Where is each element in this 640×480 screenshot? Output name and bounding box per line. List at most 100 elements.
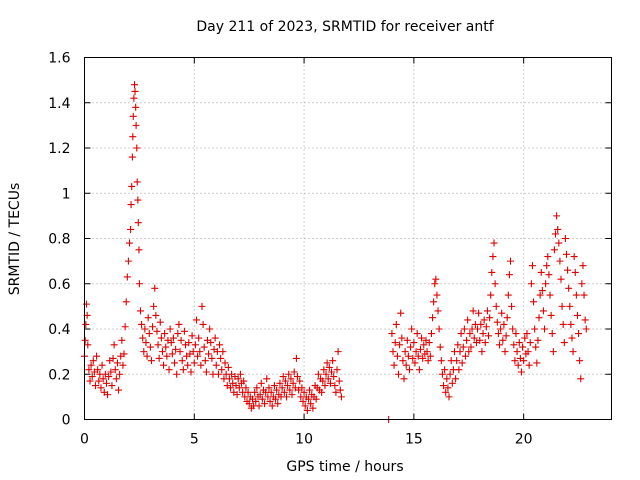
data-point bbox=[278, 384, 286, 392]
data-point bbox=[486, 314, 494, 322]
data-point bbox=[577, 375, 585, 383]
data-point bbox=[235, 384, 243, 392]
data-point bbox=[244, 388, 252, 396]
data-point bbox=[554, 225, 562, 233]
data-point bbox=[325, 363, 333, 371]
data-point bbox=[205, 350, 213, 358]
data-point bbox=[234, 375, 242, 383]
y-tick-label: 0.2 bbox=[48, 367, 70, 383]
data-point bbox=[513, 348, 521, 356]
data-point bbox=[225, 375, 233, 383]
data-point bbox=[89, 357, 97, 365]
data-point bbox=[303, 406, 311, 414]
data-point bbox=[488, 268, 496, 276]
data-point bbox=[160, 361, 168, 369]
data-point bbox=[476, 336, 484, 344]
data-point bbox=[198, 302, 206, 310]
data-point bbox=[526, 339, 534, 347]
data-point bbox=[285, 370, 293, 378]
data-point bbox=[224, 363, 232, 371]
data-point bbox=[151, 284, 159, 292]
data-point bbox=[292, 354, 300, 362]
data-point bbox=[445, 393, 453, 401]
data-point bbox=[335, 377, 343, 385]
data-point bbox=[185, 339, 193, 347]
data-point bbox=[324, 375, 332, 383]
data-point bbox=[143, 352, 151, 360]
data-point bbox=[504, 291, 512, 299]
data-point bbox=[404, 352, 412, 360]
data-point bbox=[272, 395, 280, 403]
data-point bbox=[527, 280, 535, 288]
data-point bbox=[152, 311, 160, 319]
data-point bbox=[109, 354, 117, 362]
data-point bbox=[286, 386, 294, 394]
data-point bbox=[124, 257, 132, 265]
data-point bbox=[561, 235, 569, 242]
data-point bbox=[161, 330, 169, 338]
data-point bbox=[323, 359, 331, 367]
data-point bbox=[461, 352, 469, 360]
data-point bbox=[546, 291, 554, 299]
data-point bbox=[189, 348, 197, 356]
data-point bbox=[489, 253, 497, 261]
data-point bbox=[252, 397, 260, 405]
data-point bbox=[569, 348, 577, 356]
data-point bbox=[105, 373, 113, 381]
data-point bbox=[425, 339, 433, 347]
data-point bbox=[390, 361, 398, 369]
data-point bbox=[446, 370, 454, 378]
data-point bbox=[426, 352, 434, 360]
data-point bbox=[541, 325, 549, 333]
data-point bbox=[120, 350, 128, 358]
data-point bbox=[138, 320, 146, 328]
data-point bbox=[549, 348, 557, 356]
chart-title: Day 211 of 2023, SRMTID for receiver ant… bbox=[196, 19, 494, 35]
y-tick-label: 1.6 bbox=[48, 51, 70, 67]
data-point bbox=[146, 343, 154, 351]
data-point bbox=[88, 373, 96, 381]
data-point bbox=[564, 266, 572, 274]
data-point bbox=[440, 382, 448, 390]
data-point bbox=[330, 373, 338, 381]
data-point bbox=[576, 357, 584, 365]
data-point bbox=[133, 144, 141, 152]
data-point bbox=[552, 230, 560, 238]
data-point bbox=[491, 280, 499, 288]
data-point bbox=[102, 379, 110, 387]
data-point bbox=[411, 359, 419, 367]
data-point bbox=[318, 388, 326, 396]
data-point bbox=[578, 280, 586, 288]
data-point bbox=[154, 341, 162, 349]
data-point bbox=[104, 391, 112, 399]
data-point bbox=[314, 370, 322, 378]
data-point bbox=[99, 375, 107, 383]
data-point bbox=[91, 382, 99, 390]
data-point bbox=[283, 393, 291, 401]
data-point bbox=[192, 316, 200, 324]
data-point bbox=[158, 348, 166, 356]
data-point bbox=[188, 332, 196, 340]
data-point bbox=[533, 359, 541, 367]
data-point bbox=[214, 370, 222, 378]
data-point bbox=[548, 330, 556, 338]
data-point bbox=[481, 339, 489, 347]
data-point bbox=[113, 359, 121, 367]
data-point bbox=[284, 382, 292, 390]
data-point bbox=[119, 361, 127, 369]
data-point bbox=[236, 370, 244, 378]
data-point bbox=[126, 239, 134, 247]
data-point bbox=[141, 325, 149, 333]
data-point bbox=[280, 388, 288, 396]
data-point bbox=[499, 336, 507, 344]
data-point bbox=[197, 361, 205, 369]
data-point bbox=[256, 391, 264, 399]
data-point bbox=[410, 339, 418, 347]
data-point bbox=[289, 379, 297, 387]
data-point bbox=[216, 341, 224, 349]
data-point bbox=[274, 400, 282, 408]
data-point bbox=[415, 366, 423, 374]
data-point bbox=[172, 345, 180, 353]
data-point bbox=[567, 320, 575, 328]
